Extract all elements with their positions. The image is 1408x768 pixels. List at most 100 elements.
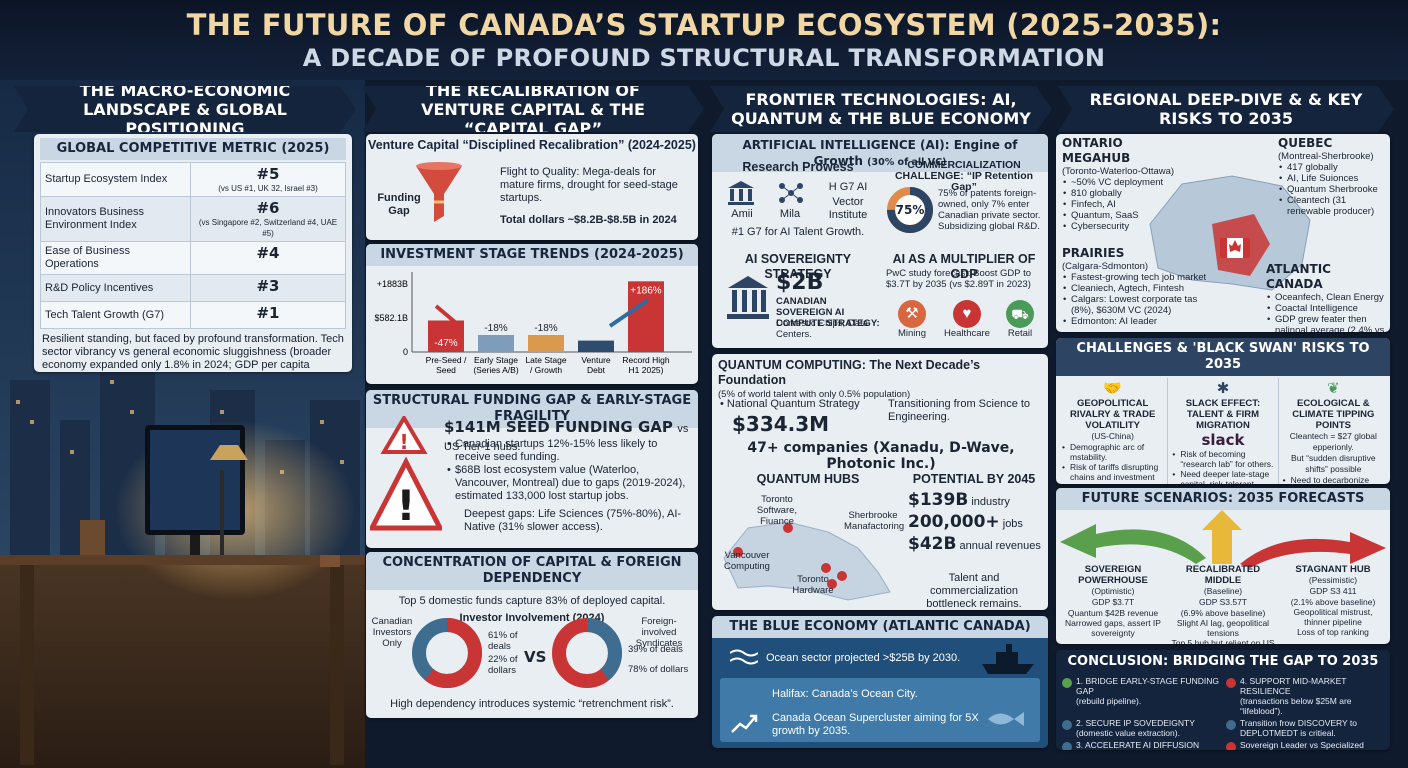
svg-text:!: ! [399,430,408,454]
conclusion-bullet-icon [1062,678,1072,688]
fish-icon [988,712,1024,726]
stage-trends-chart: +1883B $582.1B 0 -47% Pre-Seed /Seed -18% Earl… [374,272,692,375]
conclusion-grid: 1. BRIDGE EARLY-STAGE FUNDING GAP (rebuil… [1056,674,1390,750]
region-bullet: Fastest-growing tech job market [1062,272,1212,283]
scenario-gdp: GDP S3 411 [1309,586,1357,596]
macro-row-rank-cell: #4 [191,242,345,274]
scenario-column: SOVEREIGN POWERHOUSE (Optimistic) GDP $3.7… [1058,564,1168,644]
nqs-label: • National Quantum Strategy [720,398,880,411]
ai-title-suffix: (30% of all VC) [867,157,947,168]
hub-toronto-hardware: Toronto Hardware [792,574,834,596]
retention-pct: 75% [896,203,925,217]
x-tick-label: H1 2025) [629,365,664,375]
waves-icon [730,649,758,665]
region-bullet: 810 globally [1062,188,1192,199]
conclusion-item: 2. SECURE IP SOVEDEIGNTY (domestic value … [1062,718,1220,738]
institute-mila: Mila [779,208,801,220]
scenario-column: STAGNANT HUB (Pessimistic) GDP S3 411 (2.1%… [1278,564,1388,644]
government-icon [727,276,769,319]
quantum-companies: 47+ companies (Xanadu, D-Wave, Photonic … [747,440,1015,472]
scenario-kind: (Pessimistic) [1308,575,1358,585]
potential-item: 200,000+ jobs [908,512,1048,532]
seed-gap-value: $141M SEED FUNDING GAP [444,418,673,436]
structural-gap-panel: STRUCTURAL FUNDING GAP & EARLY-STAGE FRA… [366,390,698,548]
risks-panel: CHALLENGES & 'BLACK SWAN' RISKS TO 2035 … [1056,338,1390,484]
concentration-panel: CONCENTRATION OF CAPITAL & FOREIGN DEPEN… [366,552,698,718]
handshake-icon: 🤝 [1103,380,1122,397]
macro-row: R&D Policy Incentives #3 [40,275,346,302]
sov-sub: Domestic Chips, Data Centers. [776,318,868,340]
foreign-donut [552,618,622,688]
scenario-line: Geopolitical mistrust, thinner pipeline [1293,607,1373,627]
bar [578,340,614,352]
region-bullet: AI, Life Suionces [1278,173,1388,184]
x-tick-label: Early Stage [474,355,518,365]
potential-title: POTENTIAL BY 2045 [912,472,1036,486]
mining-icon: ⚒ [898,300,926,328]
title-header: THE FUTURE OF CANADA’S STARTUP ECOSYSTEM… [0,0,1408,80]
risk-column: 🤝 GEOPOLITICAL RIVALRY & TRADE VOLATILITY… [1058,378,1169,484]
retention-donut: 75% [887,187,933,233]
x-tick-label: (Series A/B) [473,365,519,375]
risk-bullets: Need to decarbonize resources (e.g. Kai … [1282,475,1385,484]
conclusion-bullet-icon [1226,678,1236,688]
macro-row-rank-cell: #5 (vs US #1, UK 32, Israel #3) [191,163,345,196]
ai-panel: ARTIFICIAL INTELLIGENCE (AI): Engine of … [712,134,1048,348]
conclusion-bullet-icon [1062,742,1072,750]
conclusion-item: 1. BRIDGE EARLY-STAGE FUNDING GAP (rebuil… [1062,676,1220,716]
canadian-donut [412,618,482,688]
hub-vancouver: Vancouver Computing [724,550,770,572]
atlantic-title: ATLANTIC CANADA [1266,262,1331,291]
x-tick-label: Pre-Seed / [426,355,467,365]
scenario-lines: (2.1% above baseline) Geopolitical mistru… [1280,597,1386,637]
sector-retail: ⛟ Retail [998,300,1042,339]
conclusion-item: 4. SUPPORT MID-MARKET RESILIENCE (transac… [1226,676,1384,716]
canadian-label: Canadian Investors Only [371,616,413,649]
scenarios-panel: FUTURE SCENARIOS: 2035 FORECASTS SOVEREI… [1056,488,1390,644]
risk-bullets: Demographic arc of mstability.Risk of ta… [1061,442,1164,482]
region-prairies: PRAIRIES (Calgara-Sdmonton) Fastest-grow… [1062,246,1212,327]
funnel-icon [416,162,462,222]
conclusion-sub: (domestic value extraction). [1076,728,1180,738]
conclusion-item: Sovereign Leader vs Specialized Research… [1226,740,1384,750]
sector-healthcare: ♥ Healthcare [940,300,994,339]
scenario-name: SOVEREIGN POWERHOUSE [1078,564,1148,586]
growth-arrow [608,298,650,328]
region-bullet: GDP grew feater then nalinoal average (2… [1266,314,1388,332]
neural-network-icon [779,183,803,203]
macro-row-rank-cell: #6 (vs Singapore #2, Switzerland #4, UAE … [191,197,345,241]
macro-row-label: Ease of Business Operations [41,242,191,274]
foreign-deals: 39% of deals [628,644,683,655]
scenario-kind: (Baseline) [1203,586,1243,596]
macro-row-rank: #1 [256,304,280,322]
scenario-arrows [1060,510,1386,568]
risk-title: SLACK EFFECT: TALENT & FIRM MIGRATION [1185,398,1261,431]
macro-row: Ease of Business Operations #4 [40,242,346,275]
macro-row-rank: #4 [256,244,280,262]
scenario-column: RECALIBRATED MIDDLE (Baseline) GDP S3.57T(… [1168,564,1278,644]
macro-row-note: (vs Singapore #2, Switzerland #4, UAE #5… [198,218,338,238]
conclusion-bullet-icon [1062,720,1072,730]
potential-unit: jobs [999,518,1023,530]
x-tick-label: Late Stage [525,355,566,365]
region-bullet: Cybersecurity [1062,221,1192,232]
macro-table-header: GLOBAL COMPETITIVE METRIC (2025) [40,138,346,160]
macro-row-label: Startup Ecosystem Index [41,163,191,196]
transition-text: Transitioning from Science to Engineerin… [888,398,1031,423]
conclusion-sub: (transactions below $25M are “lifeblood”… [1240,696,1352,716]
y-tick-label: $582.1B [374,313,408,323]
decline-arrow [434,304,464,330]
conclusion-panel: CONCLUSION: BRIDGING THE GAP TO 2035 1. … [1056,650,1390,750]
growth-chart-icon [731,714,758,733]
risk-title: GEOPOLITICAL RIVALRY & TRADE VOLATILITY [1069,398,1156,431]
conclusion-text-wrap: 3. ACCELERATE AI DIFFUSION(adoption beyo… [1076,740,1199,750]
quebec-title: QUEBEC [1278,136,1333,150]
institute-note: H G7 AI [828,181,868,193]
sector-mining: ⚒ Mining [890,300,934,339]
potential-item: $42B annual revenues [908,534,1048,554]
risk-bullets: Risk of becoming “research lab” for othe… [1171,449,1274,484]
potential-value: $139B [908,490,969,510]
quantum-title: QUANTUM COMPUTING: The Next Decade’s Fou… [718,358,981,387]
sector-mining-label: Mining [898,328,926,339]
svg-text:!: ! [396,481,415,530]
